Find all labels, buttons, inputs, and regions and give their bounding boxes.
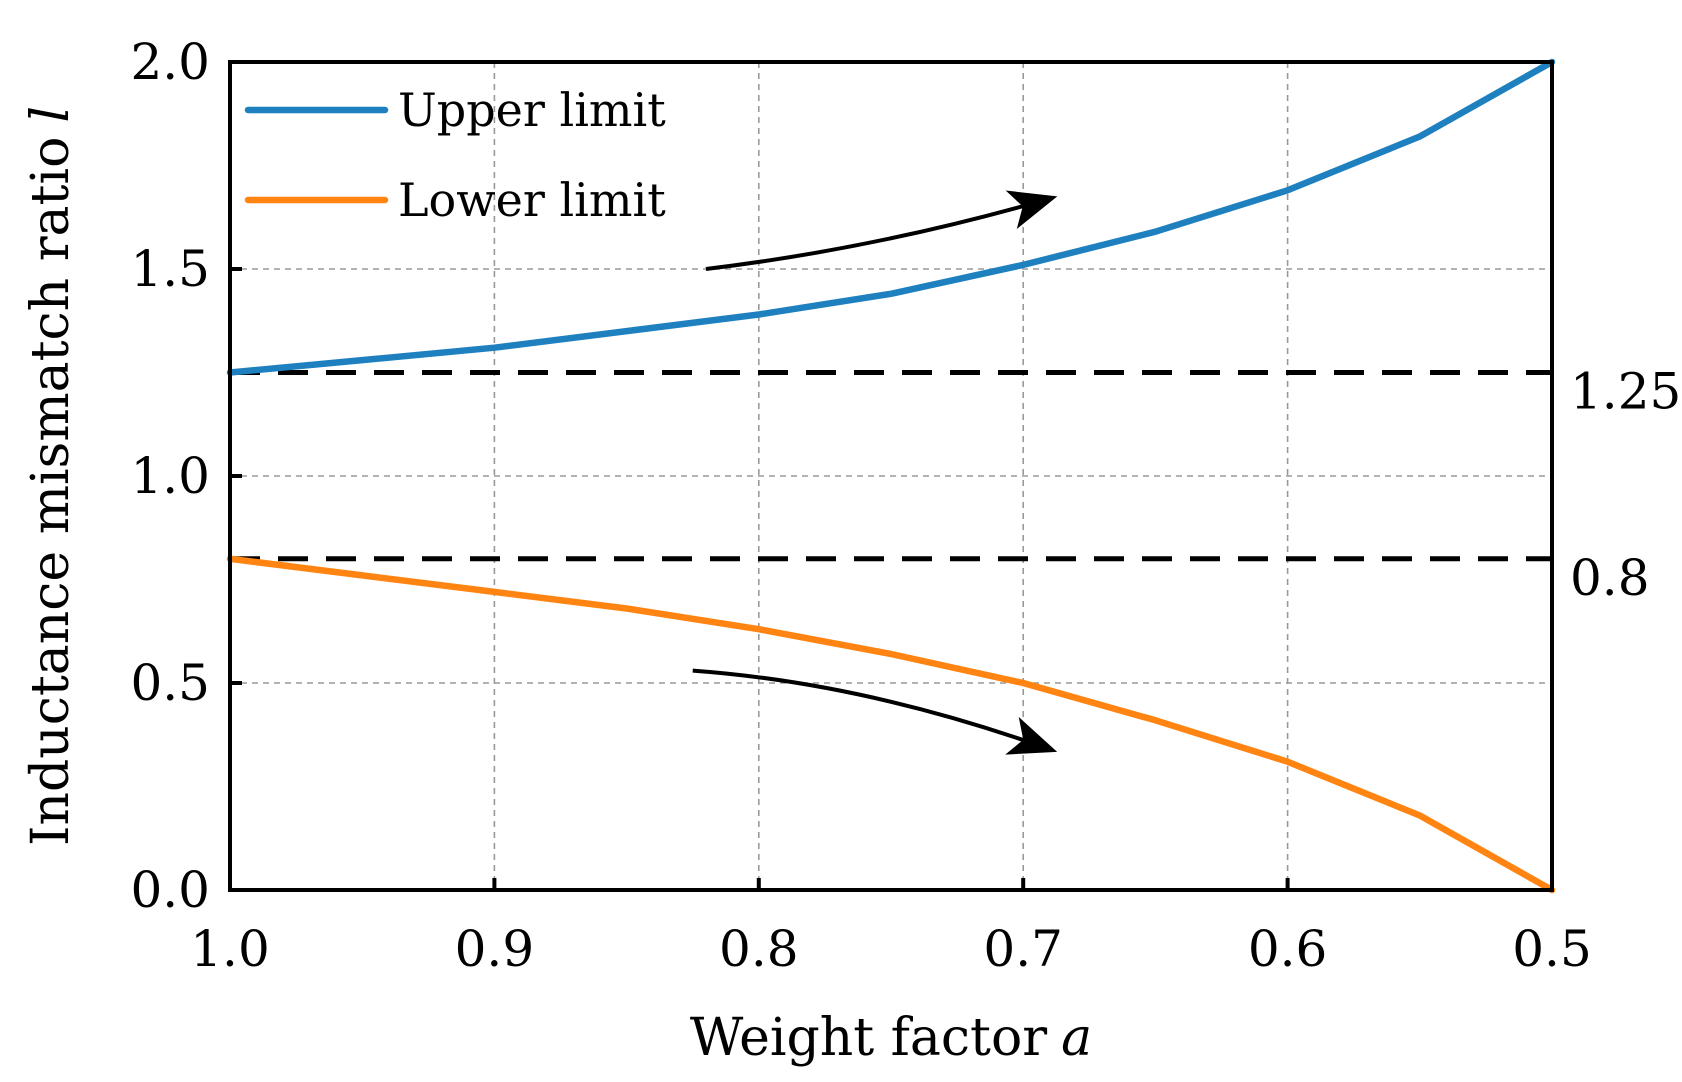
x-tick-label: 0.8 [719,920,799,978]
legend-label-upper-limit: Upper limit [398,83,666,137]
y-axis-title-text: Inductance mismatch ratio [21,137,81,846]
y-axis-title: Inductance mismatch ratio l [21,106,81,846]
x-tick-label: 0.6 [1248,920,1328,978]
y-tick-label: 1.0 [130,447,210,505]
y-axis-variable: l [21,106,81,123]
x-tick-label: 0.9 [455,920,535,978]
reference-line-label: 1.25 [1570,363,1681,421]
legend: Upper limit Lower limit [244,83,666,227]
y-tick-label: 0.0 [130,861,210,919]
x-axis-title-text: Weight factor [690,1008,1047,1068]
ticks [228,60,1554,892]
tick-labels: 1.0 0.9 0.8 0.7 0.6 0.5 0.0 0.5 1.0 1.5 2.0 [130,33,1591,978]
reference-line-labels: 1.25 0.8 [1570,363,1681,607]
y-tick-label: 1.5 [130,240,210,298]
series-line-lower-limit [226,555,1556,894]
reference-lines [230,370,1552,562]
annotation-arrow [692,668,1058,755]
x-axis-title: Weight factor a [690,1008,1092,1068]
legend-label-lower-limit: Lower limit [398,173,666,227]
y-tick-label: 0.5 [130,654,210,712]
x-tick-label: 0.7 [983,920,1063,978]
series [226,58,1556,894]
annotation-arrows [692,190,1058,755]
x-tick-label: 1.0 [190,920,270,978]
x-axis-variable: a [1061,1008,1092,1068]
x-tick-label: 0.5 [1512,920,1592,978]
reference-line-label: 0.8 [1570,549,1650,607]
y-tick-label: 2.0 [130,33,210,91]
annotation-arrow [705,190,1058,271]
series-line-upper-limit [226,58,1556,376]
